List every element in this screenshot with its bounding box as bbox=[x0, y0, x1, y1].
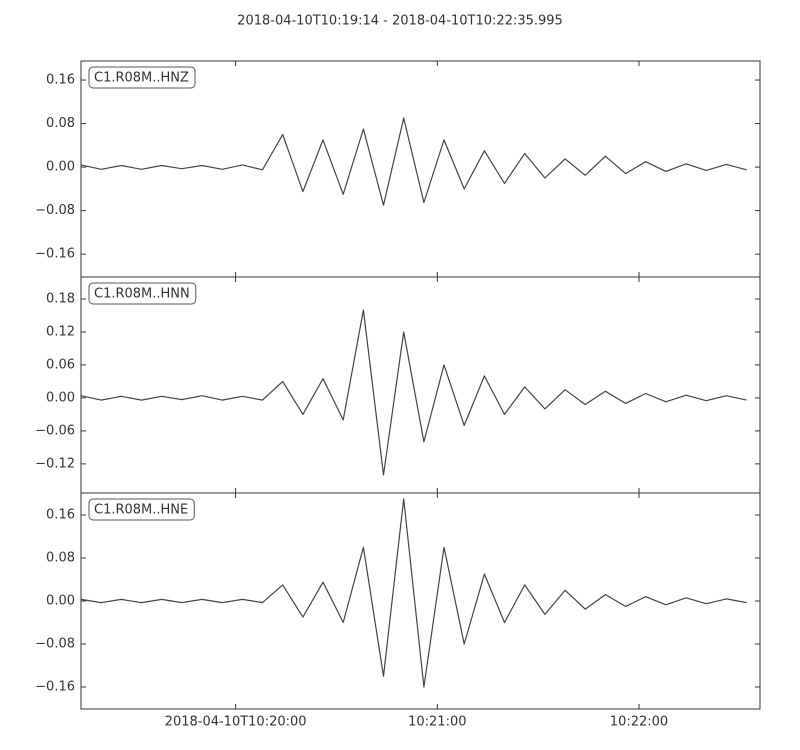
waveform bbox=[80, 117, 747, 206]
panel-label: C1.R08M..HNZ bbox=[94, 71, 189, 86]
y-tick-label: 0.18 bbox=[46, 291, 75, 306]
y-tick-label: 0.12 bbox=[46, 324, 75, 339]
y-tick-label: 0.00 bbox=[46, 390, 75, 405]
label-box bbox=[88, 282, 197, 305]
chart-title: 2018-04-10T10:19:14 - 2018-04-10T10:22:3… bbox=[237, 14, 563, 29]
y-tick-label: −0.08 bbox=[35, 636, 75, 651]
y-tick-label: 0.06 bbox=[46, 357, 75, 372]
y-tick-label: −0.06 bbox=[35, 423, 75, 438]
label-box bbox=[88, 66, 196, 89]
y-tick-label: −0.16 bbox=[35, 247, 75, 262]
y-tick-label: −0.08 bbox=[35, 203, 75, 218]
x-tick-label: 2018-04-10T10:20:00 bbox=[165, 715, 307, 730]
panel-label: C1.R08M..HNN bbox=[94, 287, 190, 302]
label-box bbox=[88, 498, 195, 521]
y-tick-label: −0.12 bbox=[35, 456, 75, 471]
panel-frame bbox=[80, 492, 761, 710]
y-tick-label: 0.16 bbox=[46, 73, 75, 88]
y-tick-label: 0.08 bbox=[46, 551, 75, 566]
panel-frame bbox=[80, 276, 761, 494]
waveform bbox=[80, 498, 747, 688]
y-tick-label: 0.08 bbox=[46, 116, 75, 131]
x-tick-label: 10:22:00 bbox=[610, 715, 668, 730]
y-tick-label: 0.00 bbox=[46, 160, 75, 175]
y-tick-label: −0.16 bbox=[35, 679, 75, 694]
y-tick-label: 0.00 bbox=[46, 594, 75, 609]
waveform bbox=[80, 309, 747, 476]
x-tick-label: 10:21:00 bbox=[408, 715, 466, 730]
y-tick-label: 0.16 bbox=[46, 508, 75, 523]
panel-label: C1.R08M..HNE bbox=[94, 503, 188, 518]
